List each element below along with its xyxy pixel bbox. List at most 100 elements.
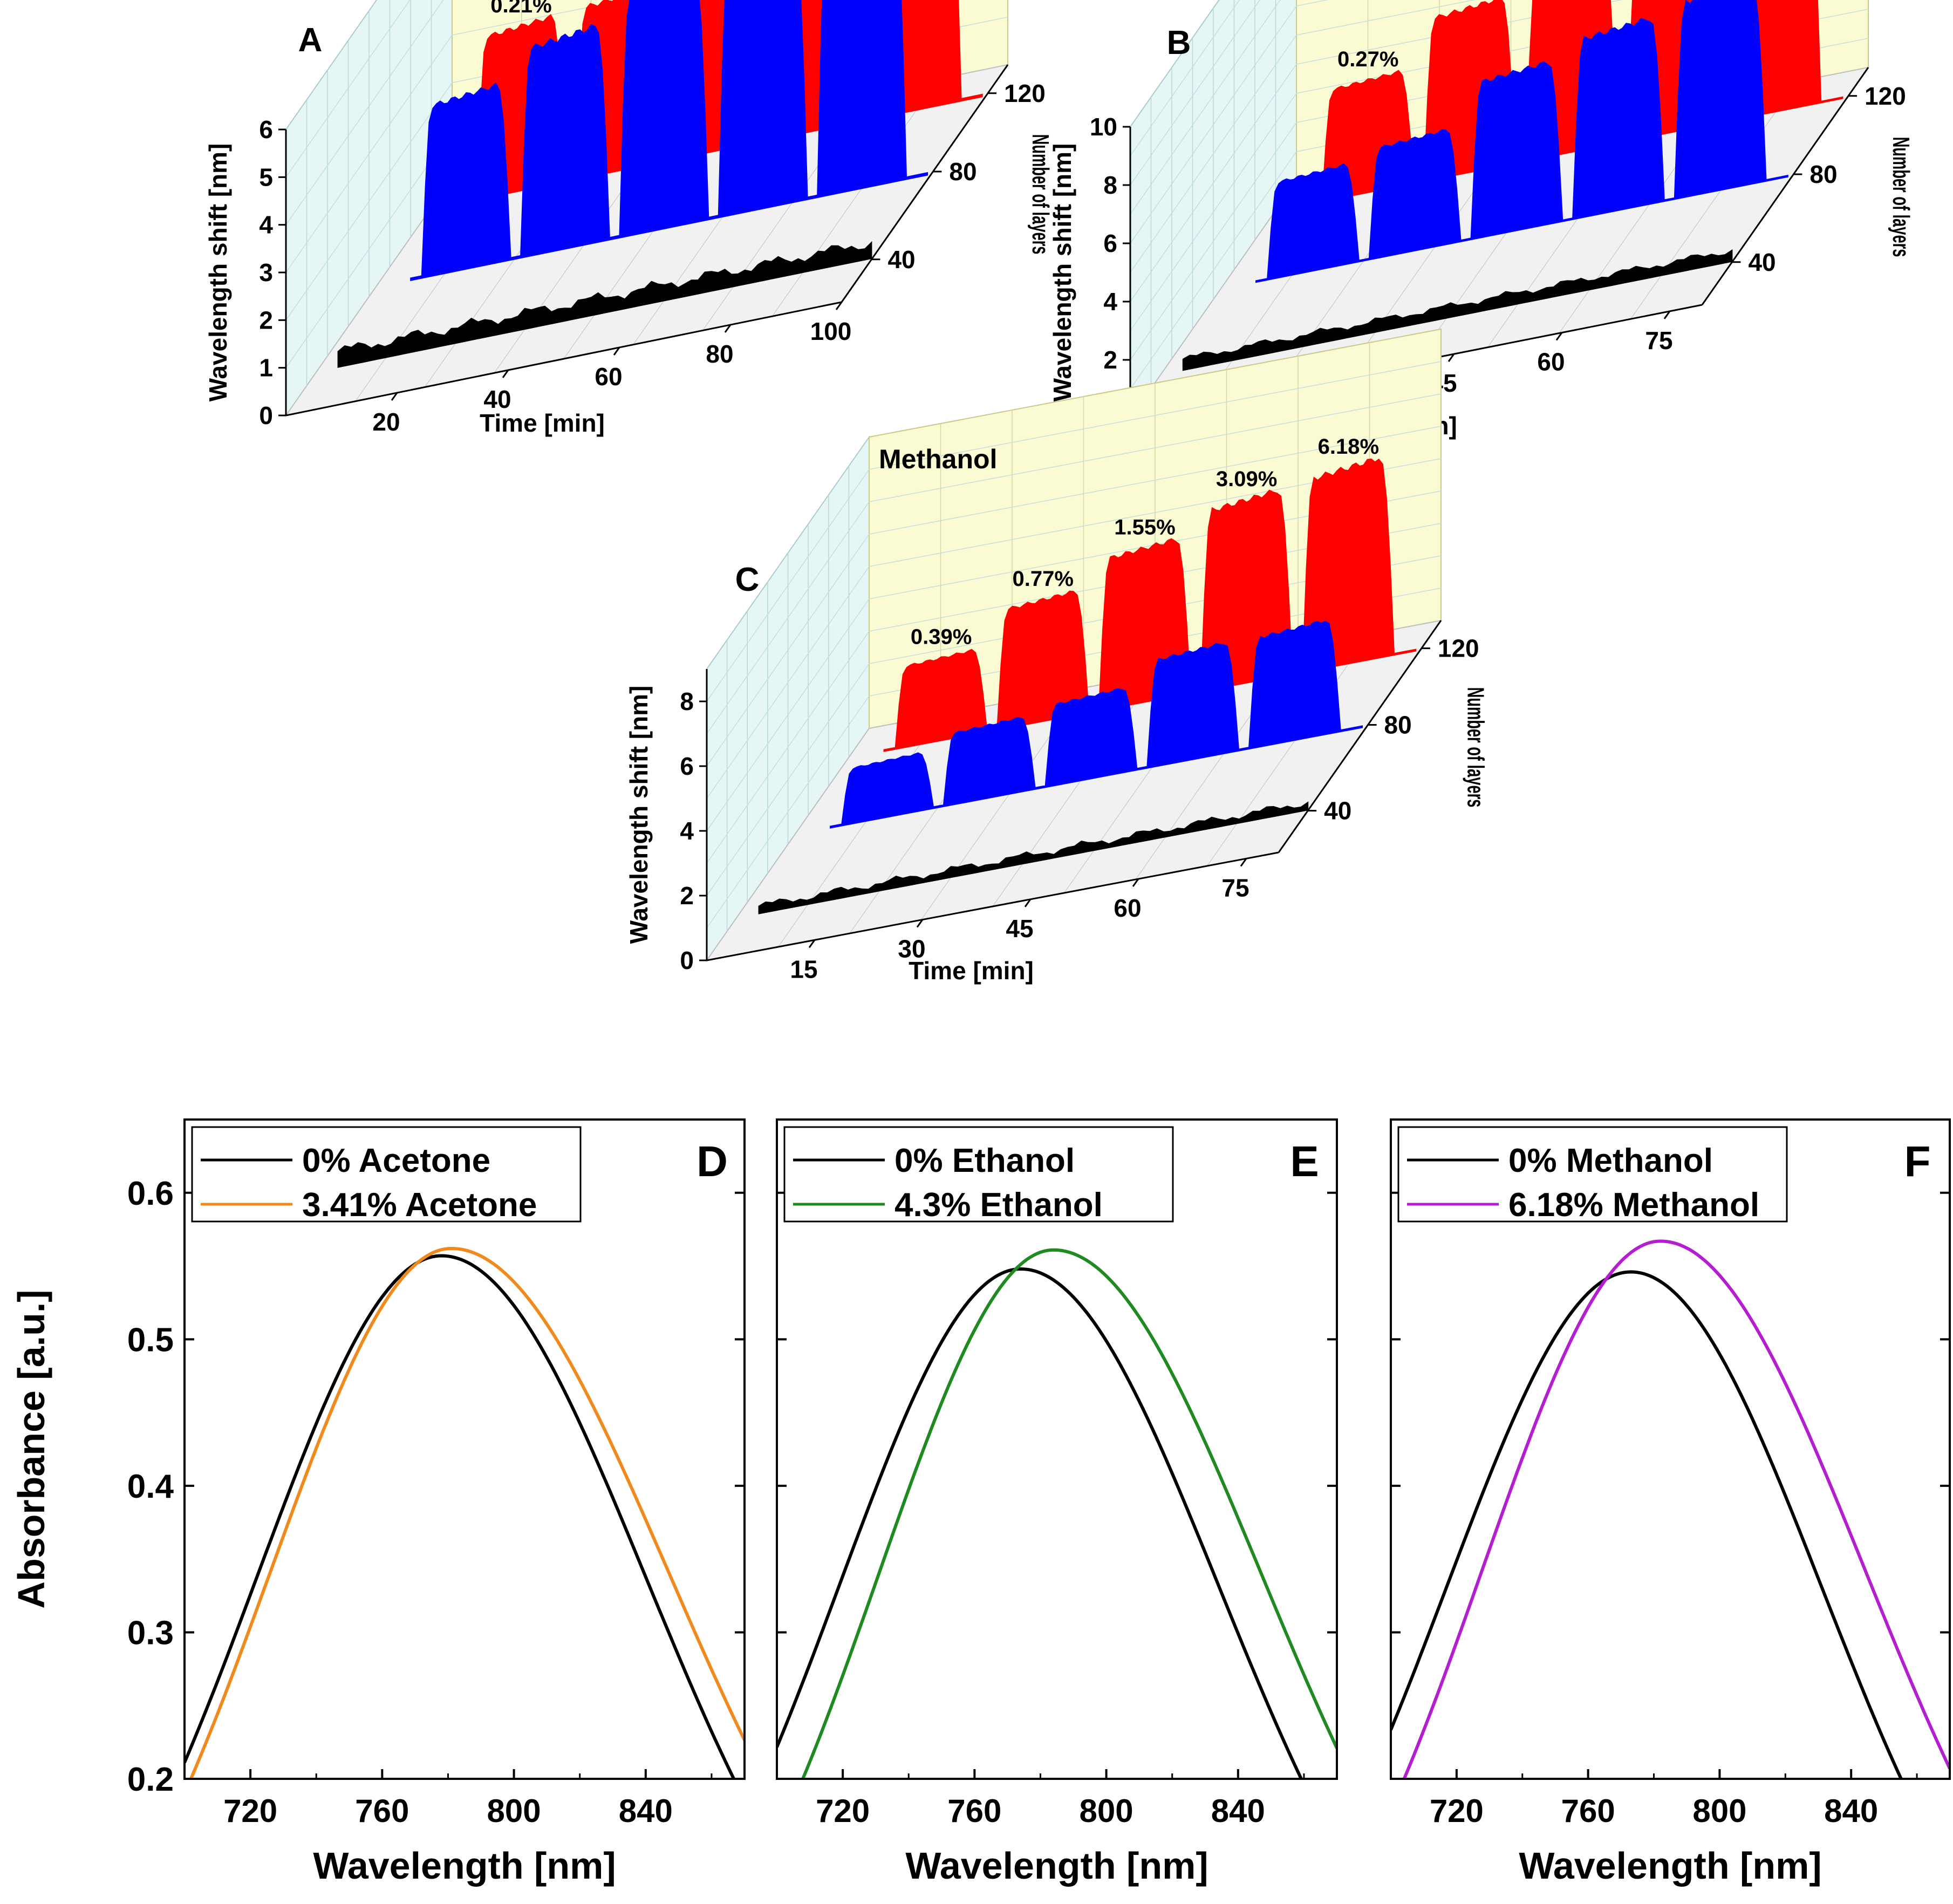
wall-grid-line [285, 0, 626, 273]
legend-box [1397, 1126, 1788, 1223]
z-axis-title: Number of layers [1027, 134, 1054, 255]
series-line-exposed [1402, 1239, 1950, 1779]
x-axis-line [285, 301, 842, 417]
y-tick-label: 0.2 [127, 1761, 174, 1798]
x-tick [1024, 898, 1032, 907]
wall-grid-line [285, 0, 411, 178]
wall-grid-line [706, 426, 1442, 767]
wall-grid-line [1130, 0, 1329, 244]
concentration-label: 0.27% [1337, 47, 1398, 71]
x-tick [1555, 332, 1563, 341]
wall-grid-line [706, 393, 1442, 734]
series-line-reference [1391, 1270, 1903, 1779]
gas-name-label: Methanol [879, 444, 997, 474]
x-tick-label: 800 [1692, 1793, 1746, 1829]
z-axis-title: Number of layers [1463, 687, 1489, 808]
y-axis-title: Absorbance [a.u.] [10, 1289, 52, 1608]
waveform-80-layers [410, 0, 928, 282]
panel-letter: E [1290, 1137, 1319, 1185]
x-tick [1663, 311, 1671, 319]
series-line-reference [185, 1254, 736, 1779]
z-axis-line [841, 64, 1009, 303]
concentration-label: 1.55% [1114, 515, 1175, 539]
panel-letter: A [298, 22, 323, 59]
wall-grid-line [1130, 0, 1240, 156]
plot-area [777, 1120, 1337, 1779]
x-tick-label: 80 [706, 340, 733, 368]
wall-grid-line [1130, 0, 1261, 186]
y-tick-label: 0 [259, 401, 273, 429]
waveform-80-layers [830, 620, 1363, 829]
plot-frame [776, 1118, 1338, 1780]
y-tick-label: 2 [680, 882, 694, 910]
x-tick-label: 75 [1645, 326, 1672, 354]
x-tick [613, 347, 620, 356]
z-axis-line [1278, 620, 1442, 853]
x-tick-label: 720 [816, 1793, 870, 1829]
x-tick-label: 30 [898, 935, 925, 963]
series-line-reference [777, 1267, 1303, 1779]
floor-grid-line [771, 78, 939, 317]
y-tick-label: 6 [259, 115, 273, 144]
x-tick-label: 40 [483, 385, 511, 413]
floor-grid-line [1630, 81, 1798, 319]
series-line-exposed [801, 1248, 1337, 1779]
floor-grid-line [1206, 633, 1370, 866]
y-tick-label: 3 [259, 258, 273, 286]
series-line-exposed [189, 1246, 745, 1779]
concentration-label: 6.18% [1318, 435, 1379, 459]
panel-letter: B [1167, 24, 1191, 62]
x-tick-label: 60 [595, 363, 622, 391]
x-tick [916, 919, 924, 928]
legend-box [783, 1126, 1174, 1223]
x-tick-label: 800 [487, 1793, 541, 1829]
wall-grid-line [1130, 0, 1476, 273]
y-axis-title: Wavelength shift [nm] [204, 144, 232, 402]
legend: 0% Ethanol 4.3% Ethanol [783, 1126, 1174, 1224]
z-tick-label: 80 [1809, 160, 1837, 188]
plot-frame [1390, 1118, 1951, 1780]
y-tick-label: 8 [1103, 171, 1117, 199]
y-tick-label: 6 [1103, 229, 1117, 257]
x-tick-label: 760 [947, 1793, 1001, 1829]
wall-grid-line [285, 0, 444, 226]
x-tick-label: 45 [1006, 915, 1033, 943]
y-tick-label: 0.5 [127, 1321, 174, 1359]
y-tick-label: 10 [1090, 113, 1117, 141]
z-tick-label: 40 [1748, 248, 1776, 276]
y-axis-title: Wavelength shift [nm] [1048, 144, 1076, 402]
x-tick [724, 324, 732, 333]
legend-label: 0% Ethanol [894, 1142, 1075, 1179]
x-axis-title: Time [min] [909, 957, 1034, 985]
panel-c-3d: 0 2 4 6 8 15 30 45 60 75 40 80 120 Wavelength shift [… [625, 328, 1489, 985]
y-tick-label: 2 [259, 306, 273, 334]
floor-grid-line [777, 714, 941, 947]
x-tick-label: 100 [810, 317, 852, 345]
panel-a-3d: 0 1 2 3 4 5 6 20 40 60 80 100 40 80 120 Wavelength shif… [204, 0, 1054, 437]
legend-label: 0% Acetone [302, 1142, 490, 1179]
z-tick-label: 40 [1324, 797, 1351, 825]
y-tick-label: 5 [259, 163, 273, 191]
y-tick-label: 4 [1103, 288, 1117, 316]
x-tick-label: 75 [1221, 873, 1249, 902]
z-tick-label: 120 [1438, 634, 1479, 663]
concentration-label: 0.21% [490, 0, 551, 17]
z-tick-label: 40 [887, 245, 915, 274]
concentration-label: 3.09% [1216, 467, 1277, 491]
legend-label: 0% Methanol [1508, 1142, 1713, 1179]
x-tick-label: 720 [223, 1793, 277, 1829]
waveform-120-layers [883, 458, 1417, 752]
z-axis-title: Number of layers [1888, 137, 1914, 257]
panel-letter: F [1904, 1137, 1931, 1185]
legend: 0% Acetone 3.41% Acetone [191, 1126, 582, 1224]
x-tick-label: 840 [619, 1793, 673, 1829]
wall-grid-line [706, 361, 1442, 702]
x-tick-label: 15 [790, 955, 817, 983]
x-tick-label: 60 [1114, 894, 1141, 922]
y-tick-label: 8 [680, 687, 694, 715]
x-axis-title: Wavelength [nm] [313, 1845, 616, 1887]
concentration-label: 0.77% [1013, 567, 1074, 591]
